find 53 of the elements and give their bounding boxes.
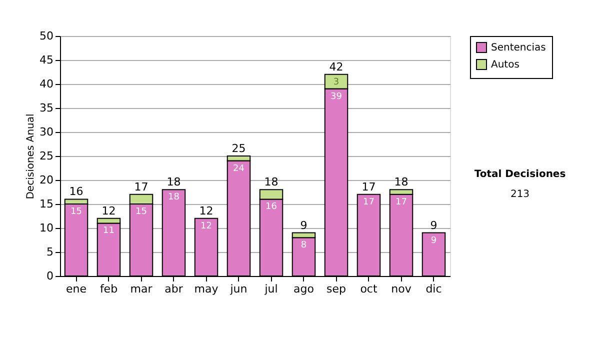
data-label: 18: [168, 192, 180, 203]
x-tick-label: ago: [294, 282, 314, 296]
total-label: 18: [264, 176, 278, 189]
x-tick-label: may: [194, 282, 219, 296]
text: Total Decisiones: [474, 169, 566, 180]
total-label: 25: [232, 142, 246, 155]
total-label: 42: [329, 60, 344, 74]
data-label: 12: [200, 221, 212, 232]
data-label: 9: [430, 236, 437, 246]
data-label: 3: [333, 77, 340, 88]
total-label: 16: [69, 185, 84, 198]
x-tick-label: nov: [391, 282, 412, 296]
x-tick-label: ene: [66, 282, 87, 296]
data-label: 8: [300, 240, 307, 251]
y-tick-label: 30: [40, 126, 54, 138]
y-tick-label: 40: [40, 78, 54, 90]
total-label: 9: [300, 218, 308, 232]
x-tick-label: dic: [426, 282, 442, 296]
data-label: 24: [233, 164, 245, 174]
y-tick-label: 25: [40, 150, 54, 162]
x-tick-label: mar: [130, 282, 153, 296]
text: 213: [510, 189, 530, 200]
y-tick-label: 20: [40, 174, 54, 186]
data-label: 16: [266, 202, 278, 212]
y-tick-label: 0: [46, 270, 54, 282]
x-tick-label: oct: [360, 282, 378, 296]
y-tick-label: 5: [46, 246, 54, 258]
data-label: 15: [136, 207, 147, 217]
legend-label: Autos: [491, 60, 520, 70]
total-label: 12: [102, 204, 116, 218]
y-tick-label: 15: [40, 198, 54, 210]
x-tick-label: jun: [229, 282, 248, 296]
total-label: 17: [134, 180, 148, 194]
x-tick-label: abr: [164, 282, 184, 296]
total-label: 18: [166, 176, 181, 189]
y-tick-label: 35: [40, 102, 54, 114]
data-label: 15: [70, 207, 82, 217]
y-tick-label: 45: [40, 54, 54, 66]
x-tick-label: feb: [100, 282, 118, 296]
total-label: 9: [430, 218, 438, 232]
data-label: 17: [396, 197, 407, 208]
x-tick-label: jul: [264, 282, 278, 296]
x-tick-label: sep: [326, 282, 346, 296]
total-label: 12: [199, 204, 214, 218]
data-label: 39: [330, 92, 342, 102]
legend-label: Sentencias: [491, 42, 546, 54]
total-label: 17: [362, 180, 376, 194]
y-axis-title: Decisiones Anual: [26, 114, 37, 200]
total-label: 18: [394, 176, 408, 189]
data-label: 11: [103, 226, 114, 236]
data-label: 17: [363, 197, 374, 208]
y-tick-label: 10: [40, 222, 54, 234]
y-tick-label: 50: [40, 30, 54, 42]
